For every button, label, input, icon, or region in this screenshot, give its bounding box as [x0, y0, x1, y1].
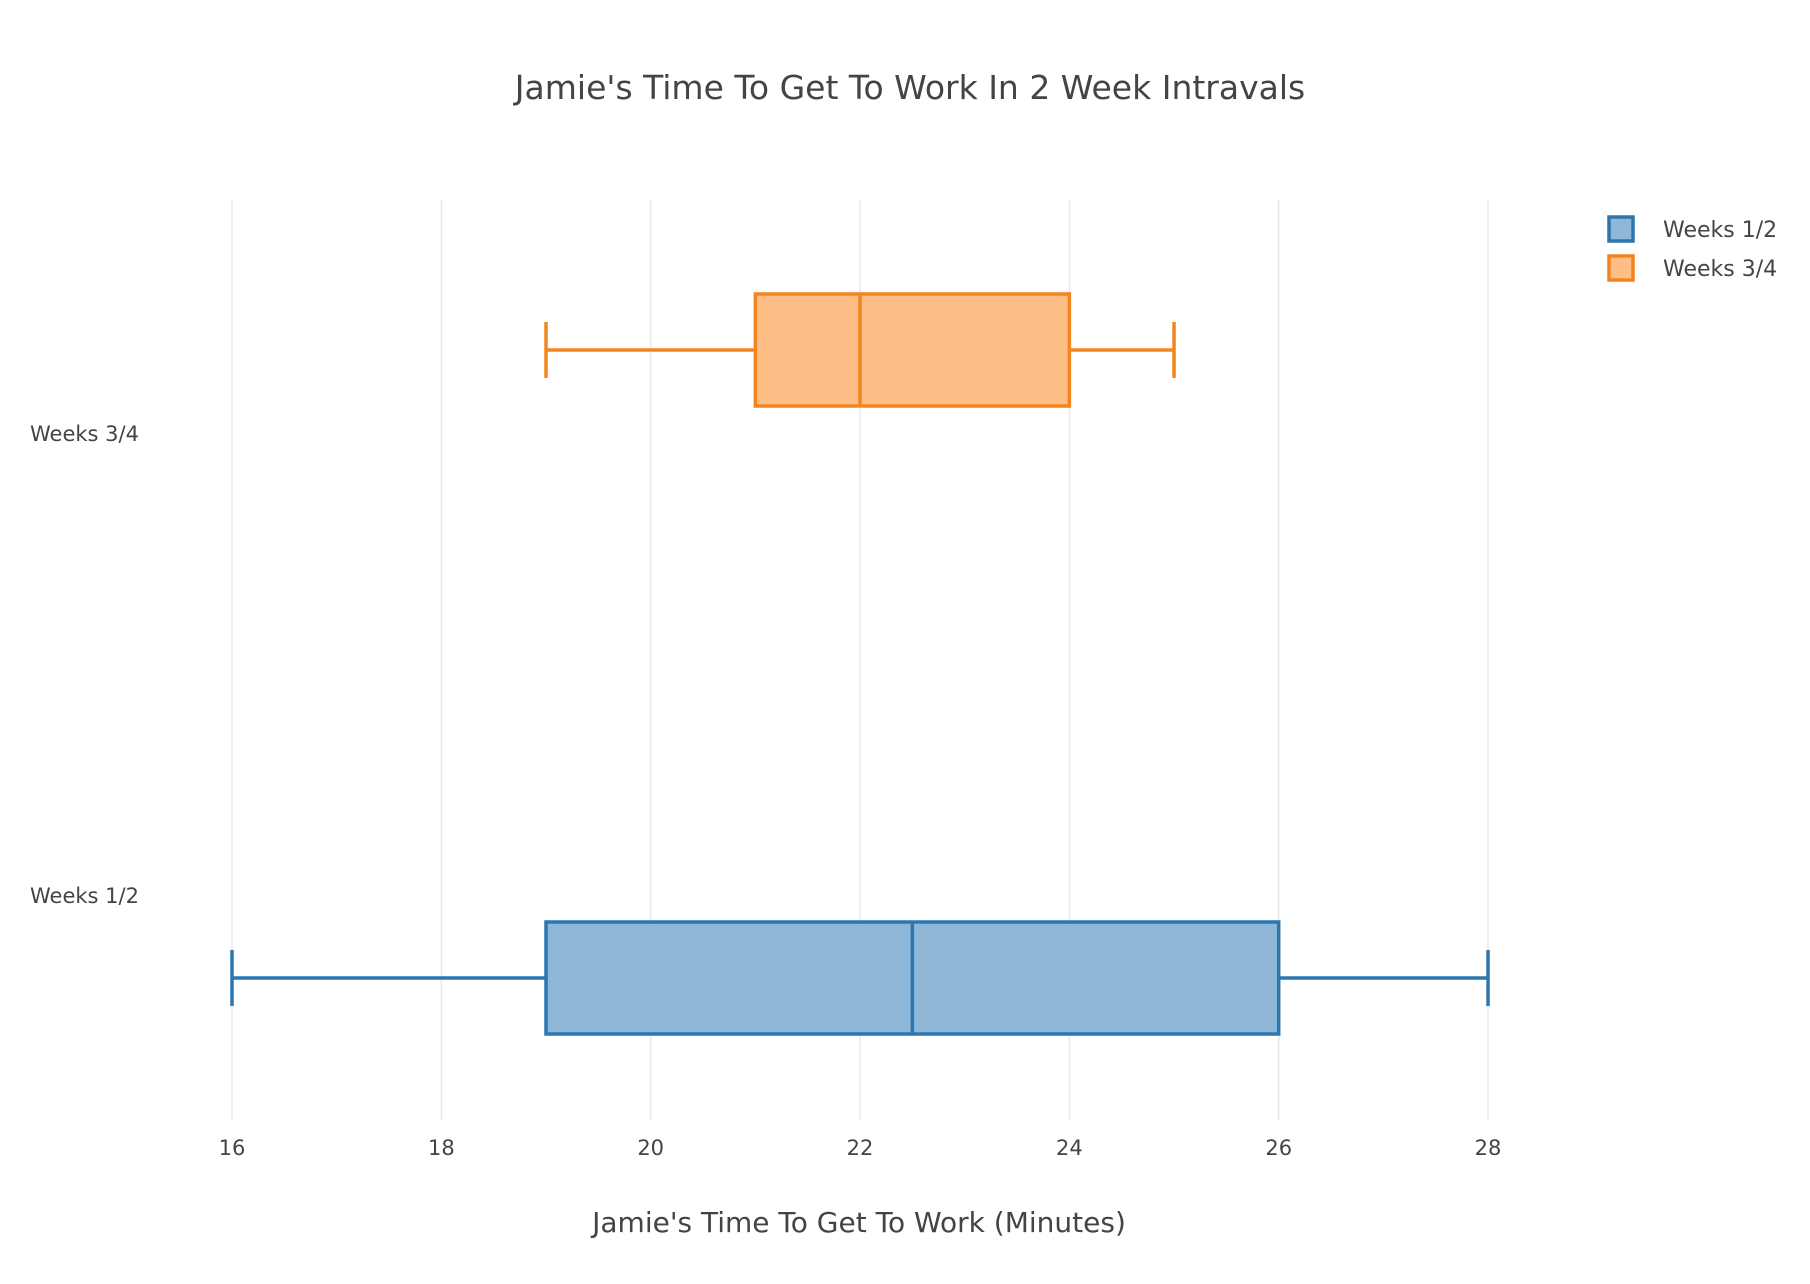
x-tick-label: 26 — [1265, 1136, 1292, 1160]
legend-swatch — [1607, 215, 1635, 243]
x-axis-title: Jamie's Time To Get To Work (Minutes) — [590, 1206, 1126, 1239]
legend-swatch — [1607, 254, 1635, 282]
legend-item[interactable]: Weeks 1/2 — [1607, 215, 1777, 243]
y-category-label: Weeks 1/2 — [30, 884, 139, 908]
x-axis-ticks: 16 18 20 22 24 26 28 — [219, 1136, 1502, 1160]
x-tick-label: 18 — [428, 1136, 455, 1160]
x-tick-label: 24 — [1056, 1136, 1083, 1160]
box-layer — [230, 292, 1490, 1036]
x-tick-label: 22 — [847, 1136, 874, 1160]
legend-label: Weeks 1/2 — [1663, 218, 1777, 243]
x-tick-label: 20 — [637, 1136, 664, 1160]
legend[interactable]: Weeks 1/2 Weeks 3/4 — [1607, 215, 1777, 282]
box-series — [544, 292, 1176, 408]
x-tick-label: 16 — [219, 1136, 246, 1160]
x-tick-label: 28 — [1475, 1136, 1502, 1160]
iqr-box[interactable] — [753, 292, 1072, 408]
legend-label: Weeks 3/4 — [1663, 257, 1777, 282]
chart-title: Jamie's Time To Get To Work In 2 Week In… — [513, 68, 1305, 107]
box-series — [230, 920, 1490, 1036]
y-axis-categories: Weeks 1/2 Weeks 3/4 — [30, 422, 139, 908]
y-category-label: Weeks 3/4 — [30, 422, 139, 446]
legend-item[interactable]: Weeks 3/4 — [1607, 254, 1777, 282]
